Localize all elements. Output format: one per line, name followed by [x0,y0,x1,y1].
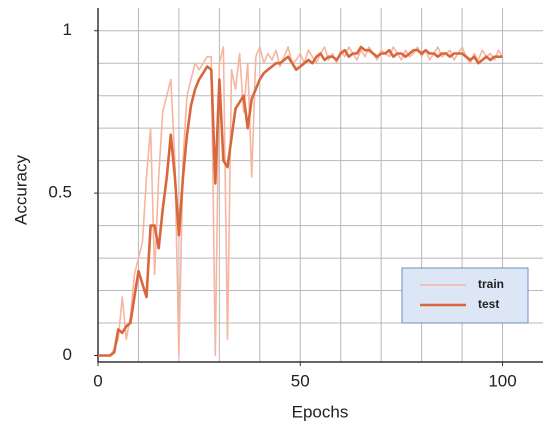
x-tick-label: 100 [488,371,516,390]
x-axis-label: Epochs [292,402,349,421]
x-tick-label: 50 [291,371,310,390]
x-tick-label: 0 [93,371,102,390]
y-tick-label: 0 [63,345,72,364]
y-axis-label: Accuracy [11,155,30,225]
line [98,46,504,357]
y-tick-label: 0.5 [48,183,72,202]
y-tick-label: 1 [63,20,72,39]
line [98,45,503,357]
legend-box [401,267,529,324]
legend-label: train [478,277,504,291]
legend-label: test [478,297,499,311]
